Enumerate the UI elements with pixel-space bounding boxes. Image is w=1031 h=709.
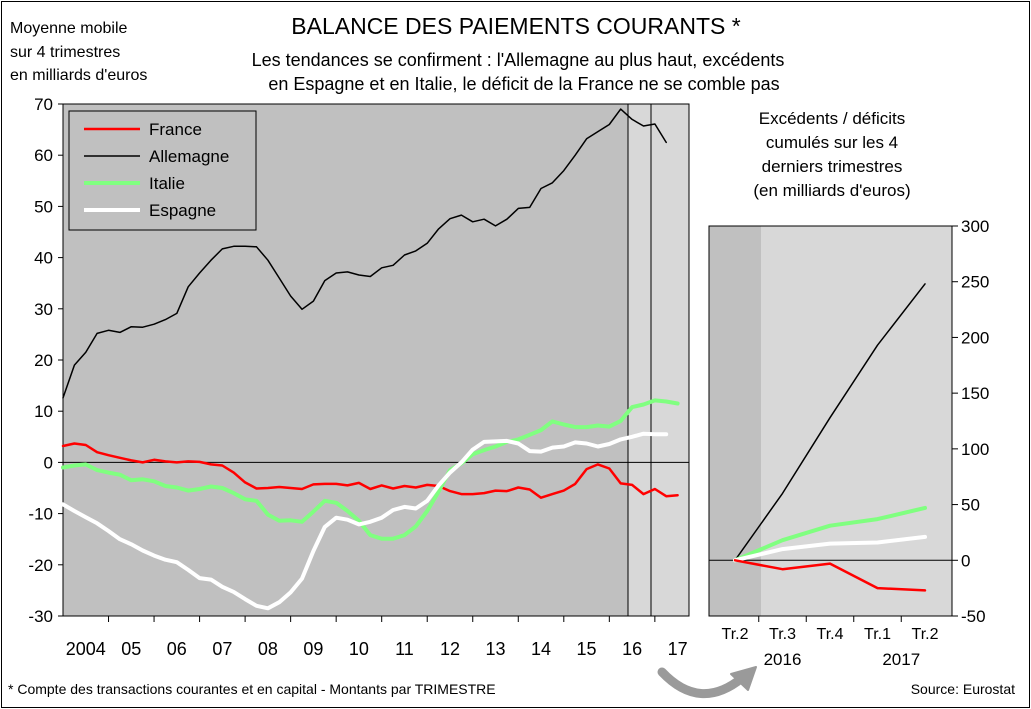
inset-year-label: 2016 xyxy=(764,650,802,669)
legend-label-italie: Italie xyxy=(149,174,185,193)
inset-series-line-france xyxy=(733,559,927,592)
source-note: Source: Eurostat xyxy=(911,681,1015,697)
y-tick-label: 0 xyxy=(44,453,53,472)
x-tick-label: 13 xyxy=(485,639,505,659)
inset-series-line-italie xyxy=(733,505,927,563)
x-tick-label: 17 xyxy=(668,639,688,659)
y-tick-label: 20 xyxy=(34,351,53,370)
curved-arrow-icon xyxy=(657,666,757,698)
chart-subtitle-line-1: Les tendances se confirment : l'Allemagn… xyxy=(252,50,785,70)
main-plot: -30 -20 -10 0 10 20 30 40 50 60 70 2004 05 06 07 08 09 10… xyxy=(28,95,690,659)
series-line-italie xyxy=(61,398,680,541)
main-plot-highlight xyxy=(628,104,689,616)
legend: France Allemagne Italie Espagne xyxy=(68,110,257,231)
inset-y-tick-label: 200 xyxy=(961,328,989,347)
inset-y-tick-label: -50 xyxy=(961,607,986,626)
x-tick-label: 14 xyxy=(531,639,551,659)
x-tick-label: 15 xyxy=(577,639,597,659)
unit-note-line-2: sur 4 trimestres xyxy=(10,44,120,61)
x-tick-label: 16 xyxy=(622,639,642,659)
inset-y-tick-label: 0 xyxy=(961,551,970,570)
inset-title-line-1: Excédents / déficits xyxy=(759,109,905,128)
inset-series-line-allemagne xyxy=(734,283,926,562)
inset-x-tick-label: Tr.3 xyxy=(769,626,796,643)
inset-title-line-3: derniers trimestres xyxy=(762,157,903,176)
series-line-espagne xyxy=(61,431,669,611)
inset-series-line-espagne xyxy=(733,534,927,563)
inset-year-label: 2017 xyxy=(882,650,920,669)
series-line-allemagne xyxy=(62,108,667,399)
x-tick-label: 05 xyxy=(121,639,141,659)
x-tick-label: 10 xyxy=(349,639,369,659)
x-tick-label: 09 xyxy=(303,639,323,659)
inset-plot: -50 0 50 100 150 200 250 300 Tr.2 Tr.3 Tr.4 Tr.1 Tr.… xyxy=(708,217,989,669)
inset-x-tick-label: Tr.2 xyxy=(912,626,939,643)
y-tick-label: -20 xyxy=(28,556,53,575)
legend-label-espagne: Espagne xyxy=(149,201,216,220)
inset-y-tick-label: 100 xyxy=(961,440,989,459)
inset-x-tick-label: Tr.1 xyxy=(864,626,891,643)
y-tick-label: 60 xyxy=(34,146,53,165)
legend-label-france: France xyxy=(149,120,202,139)
inset-x-tick-label: Tr.2 xyxy=(722,626,749,643)
unit-note-line-1: Moyenne mobile xyxy=(10,20,128,37)
inset-plot-border xyxy=(708,225,953,617)
legend-label-allemagne: Allemagne xyxy=(149,147,229,166)
inset-y-tick-label: 50 xyxy=(961,496,980,515)
inset-y-tick-label: 300 xyxy=(961,217,989,236)
y-tick-label: 40 xyxy=(34,249,53,268)
x-tick-label: 12 xyxy=(440,639,460,659)
inset-y-tick-label: 150 xyxy=(961,384,989,403)
x-tick-label: 11 xyxy=(395,639,414,659)
inset-y-tick-label: 250 xyxy=(961,273,989,292)
x-tick-label: 08 xyxy=(258,639,278,659)
series-line-france xyxy=(61,442,679,499)
inset-title-line-4: (en milliards d'euros) xyxy=(753,181,910,200)
footnote: * Compte des transactions courantes et e… xyxy=(8,681,496,697)
inset-x-tick-label: Tr.4 xyxy=(817,626,844,643)
chart-subtitle-line-2: en Espagne et en Italie, le déficit de l… xyxy=(268,74,779,94)
x-tick-label: 06 xyxy=(167,639,187,659)
x-tick-label: 2004 xyxy=(66,639,106,659)
y-tick-label: 30 xyxy=(34,300,53,319)
inset-title-line-2: cumulés sur les 4 xyxy=(766,133,898,152)
y-tick-label: -30 xyxy=(28,607,53,626)
y-tick-label: 10 xyxy=(34,402,53,421)
y-tick-label: 70 xyxy=(34,95,53,114)
chart-title: BALANCE DES PAIEMENTS COURANTS * xyxy=(291,13,740,39)
x-tick-label: 07 xyxy=(212,639,232,659)
unit-note-line-3: en milliards d'euros xyxy=(10,67,147,84)
y-tick-label: 50 xyxy=(34,197,53,216)
y-tick-label: -10 xyxy=(28,505,53,524)
